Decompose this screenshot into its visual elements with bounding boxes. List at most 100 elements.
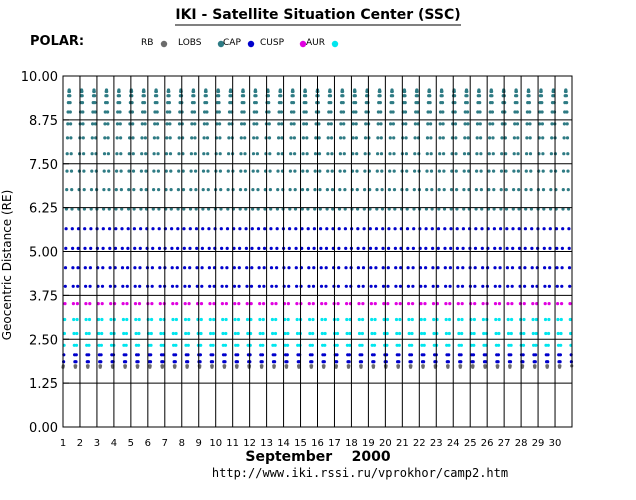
point-cap bbox=[133, 284, 137, 288]
point-aur bbox=[420, 331, 424, 336]
point-lobs bbox=[561, 188, 565, 192]
point-lobs bbox=[167, 101, 171, 105]
point-cap bbox=[235, 360, 239, 364]
point-lobs bbox=[517, 188, 521, 192]
point-cap bbox=[237, 284, 241, 288]
point-aur bbox=[174, 343, 178, 347]
point-lobs bbox=[380, 188, 384, 192]
point-cap bbox=[447, 353, 451, 357]
point-lobs bbox=[326, 169, 330, 173]
point-lobs bbox=[562, 122, 567, 126]
point-cap bbox=[200, 284, 204, 288]
point-lobs bbox=[244, 188, 248, 192]
point-cap bbox=[99, 353, 103, 357]
point-lobs bbox=[91, 110, 95, 114]
point-cap bbox=[175, 266, 179, 270]
point-aur bbox=[74, 343, 79, 347]
point-lobs bbox=[463, 136, 467, 140]
point-lobs bbox=[177, 122, 182, 126]
point-lobs bbox=[413, 169, 417, 173]
legend-label-aur: AUR bbox=[306, 38, 325, 48]
point-lobs bbox=[442, 152, 446, 156]
point-aur bbox=[224, 331, 228, 336]
point-lobs bbox=[114, 188, 118, 192]
x-tick-label: 29 bbox=[532, 438, 545, 449]
point-aur bbox=[323, 343, 327, 347]
point-aur bbox=[361, 317, 365, 322]
point-aur bbox=[357, 317, 361, 322]
point-cap bbox=[510, 266, 515, 270]
point-cusp bbox=[560, 302, 564, 306]
point-aur bbox=[233, 317, 237, 322]
point-lobs bbox=[351, 122, 355, 126]
point-lobs bbox=[192, 94, 196, 98]
point-lobs bbox=[263, 207, 267, 211]
point-lobs bbox=[251, 207, 255, 211]
point-cap bbox=[76, 266, 80, 270]
point-aur bbox=[410, 317, 414, 322]
point-lobs bbox=[380, 207, 384, 211]
point-cap bbox=[493, 284, 497, 288]
point-lobs bbox=[127, 152, 131, 156]
point-lobs bbox=[492, 188, 496, 192]
point-lobs bbox=[205, 110, 209, 114]
point-lobs bbox=[168, 152, 173, 156]
point-lobs bbox=[512, 136, 517, 140]
point-lobs bbox=[451, 122, 455, 126]
point-lobs bbox=[117, 94, 121, 98]
point-cap bbox=[368, 246, 373, 250]
point-lobs bbox=[541, 136, 545, 140]
point-cap bbox=[567, 266, 572, 270]
point-lobs bbox=[202, 136, 206, 140]
point-lobs bbox=[81, 136, 85, 140]
point-cap bbox=[459, 360, 463, 364]
point-aur bbox=[335, 331, 340, 336]
point-aur bbox=[261, 343, 265, 347]
point-lobs bbox=[218, 169, 222, 173]
point-rb bbox=[235, 364, 239, 368]
point-lobs bbox=[403, 110, 408, 114]
point-lobs bbox=[176, 188, 180, 192]
point-lobs bbox=[103, 110, 107, 114]
point-cap bbox=[394, 284, 398, 288]
point-lobs bbox=[466, 136, 470, 140]
y-tick-label: 0.00 bbox=[29, 421, 58, 436]
point-cap bbox=[70, 227, 74, 231]
point-lobs bbox=[279, 101, 283, 105]
point-cusp bbox=[398, 302, 402, 306]
point-cap bbox=[125, 284, 129, 288]
point-lobs bbox=[488, 110, 492, 114]
point-lobs bbox=[504, 152, 508, 156]
point-lobs bbox=[190, 110, 194, 114]
point-cap bbox=[121, 284, 125, 288]
point-cap bbox=[306, 246, 311, 250]
x-tick-label: 24 bbox=[447, 438, 460, 449]
point-cap bbox=[548, 266, 552, 270]
point-cap bbox=[368, 227, 372, 231]
point-lobs bbox=[206, 169, 210, 173]
point-lobs bbox=[181, 169, 185, 173]
point-lobs bbox=[379, 136, 383, 140]
point-lobs bbox=[279, 94, 283, 98]
point-lobs bbox=[82, 169, 86, 173]
point-aur bbox=[286, 317, 290, 322]
point-aur bbox=[459, 343, 463, 347]
point-lobs bbox=[304, 101, 308, 105]
point-lobs bbox=[280, 122, 284, 126]
point-lobs bbox=[317, 152, 322, 156]
x-tick-label: 4 bbox=[111, 438, 117, 449]
point-cap bbox=[157, 246, 162, 250]
point-aur bbox=[72, 343, 76, 347]
point-cap bbox=[200, 266, 204, 270]
point-cap bbox=[108, 246, 112, 250]
point-cap bbox=[150, 266, 154, 270]
point-lobs bbox=[453, 110, 457, 114]
point-aur bbox=[522, 331, 526, 336]
point-lobs bbox=[562, 152, 566, 156]
point-lobs bbox=[81, 110, 85, 114]
point-cap bbox=[207, 266, 211, 270]
point-cusp bbox=[237, 302, 241, 306]
point-cap bbox=[244, 246, 248, 250]
point-lobs bbox=[143, 122, 147, 126]
point-cap bbox=[436, 246, 440, 250]
